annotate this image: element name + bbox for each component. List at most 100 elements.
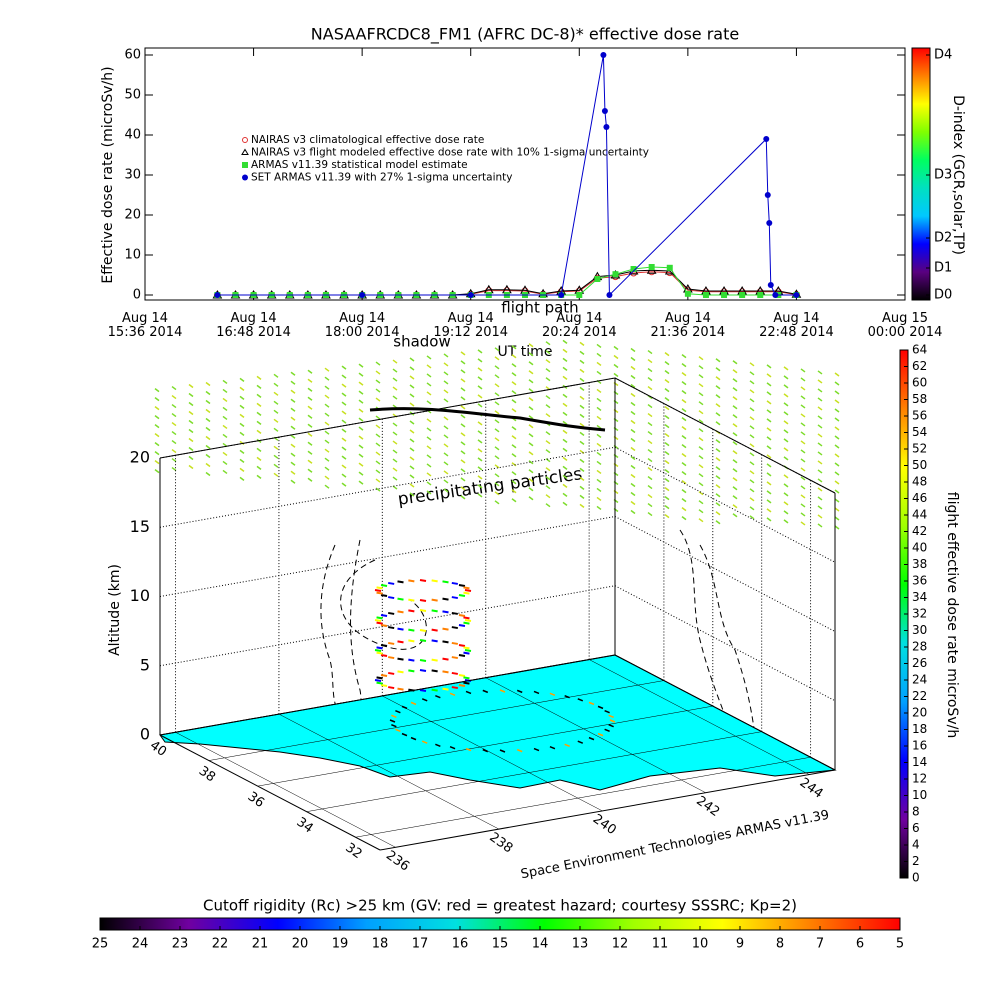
marker <box>214 292 221 298</box>
particle-dash <box>188 446 194 452</box>
particle-dash <box>205 453 211 459</box>
particle-dash <box>664 460 670 465</box>
flight-dash <box>451 596 458 600</box>
flight-dash <box>380 614 388 617</box>
x-tick-label: 240 <box>590 812 619 839</box>
flight-dash <box>419 609 427 612</box>
particle-dash <box>545 350 551 355</box>
particle-dash <box>647 349 653 355</box>
particle-dash <box>375 415 381 420</box>
particle-dash <box>358 444 364 449</box>
particle-dash <box>409 393 415 398</box>
plot-frame <box>144 47 906 301</box>
particle-dash <box>698 437 704 442</box>
particle-dash <box>307 477 313 482</box>
colorbar-tick-label: D0 <box>934 288 952 303</box>
particle-dash <box>443 434 449 439</box>
particle-dash <box>171 403 177 409</box>
particle-dash <box>443 443 449 448</box>
particle-dash <box>443 452 449 457</box>
particle-dash <box>341 419 347 424</box>
particle-dash <box>477 430 483 435</box>
particle-dash <box>800 521 806 526</box>
flight-dash <box>458 624 466 627</box>
particle-dash <box>358 471 364 476</box>
x-tick-label: Aug 14 15:36 2014 <box>108 311 183 340</box>
y-axis-label: Effective dose rate (microSv/h) <box>100 66 116 283</box>
flight-dash <box>380 684 388 687</box>
particle-dash <box>494 419 500 424</box>
colorbar-tick-label: 24 <box>132 937 149 952</box>
particle-dash <box>681 435 687 440</box>
x-tick-label: Aug 14 18:00 2014 <box>325 311 400 340</box>
shadow-dash <box>597 705 604 710</box>
marker <box>600 52 607 58</box>
particle-dash <box>681 516 687 521</box>
particle-dash <box>511 435 517 440</box>
particle-dash <box>834 480 840 485</box>
particle-dash <box>545 431 551 436</box>
particle-dash <box>460 360 466 365</box>
particle-dash <box>630 392 636 398</box>
particle-dash <box>562 348 568 353</box>
particle-dash <box>664 379 670 384</box>
particle-dash <box>171 457 177 463</box>
particle-dash <box>630 383 636 389</box>
particle-dash <box>664 397 670 402</box>
particle-dash <box>392 476 398 481</box>
flight-dash <box>397 597 404 601</box>
particle-dash <box>664 415 670 420</box>
shadow-dash <box>482 689 489 694</box>
particle-dash <box>460 387 466 392</box>
particle-dash <box>409 402 415 407</box>
colorbar-tick-label: 10 <box>692 937 709 952</box>
grid-line <box>159 446 616 528</box>
particle-dash <box>154 397 160 402</box>
particle-dash <box>324 484 330 489</box>
flight-dash <box>442 657 449 661</box>
particle-dash <box>579 386 585 391</box>
shadow-dash <box>449 746 456 750</box>
flight-dash <box>374 619 382 622</box>
colorbar-tick-label: 20 <box>292 937 309 952</box>
particle-dash <box>596 415 602 421</box>
particle-dash <box>715 421 721 426</box>
flight-dash <box>376 616 383 620</box>
particle-dash <box>239 413 245 418</box>
particle-dash <box>545 413 551 418</box>
particle-dash <box>375 388 381 393</box>
particle-dash <box>528 487 534 492</box>
particle-dash <box>766 382 772 387</box>
legend-marker <box>242 162 248 168</box>
marker <box>558 292 565 298</box>
box-edge <box>379 769 836 851</box>
legend-label: NAIRAS v3 climatological effective dose … <box>251 134 484 146</box>
particle-dash <box>579 476 585 481</box>
flight-dash <box>397 627 404 631</box>
particle-dash <box>511 354 517 359</box>
particle-dash <box>477 349 483 354</box>
particle-dash <box>545 476 551 481</box>
shadow-dash <box>609 719 616 723</box>
particle-dash <box>698 401 704 406</box>
particle-dash <box>426 472 432 477</box>
particle-dash <box>834 435 840 440</box>
particle-dash <box>460 351 466 356</box>
particle-dash <box>494 374 500 379</box>
flight-dash <box>458 654 466 657</box>
flight-dash <box>376 651 383 655</box>
particle-dash <box>647 385 653 391</box>
particle-dash <box>239 386 245 391</box>
particle-dash <box>545 368 551 373</box>
legend-label: NAIRAS v3 flight modeled effective dose … <box>251 147 649 159</box>
particle-dash <box>630 419 636 425</box>
colorbar-tick-label: 8 <box>912 805 920 819</box>
particle-dash <box>562 411 568 416</box>
z-tick-label: 20 <box>130 448 150 467</box>
particle-dash <box>511 453 517 458</box>
particle-dash <box>681 462 687 467</box>
particle-dash <box>494 392 500 397</box>
particle-dash <box>783 393 789 398</box>
particle-dash <box>834 426 840 431</box>
marker <box>666 264 673 271</box>
